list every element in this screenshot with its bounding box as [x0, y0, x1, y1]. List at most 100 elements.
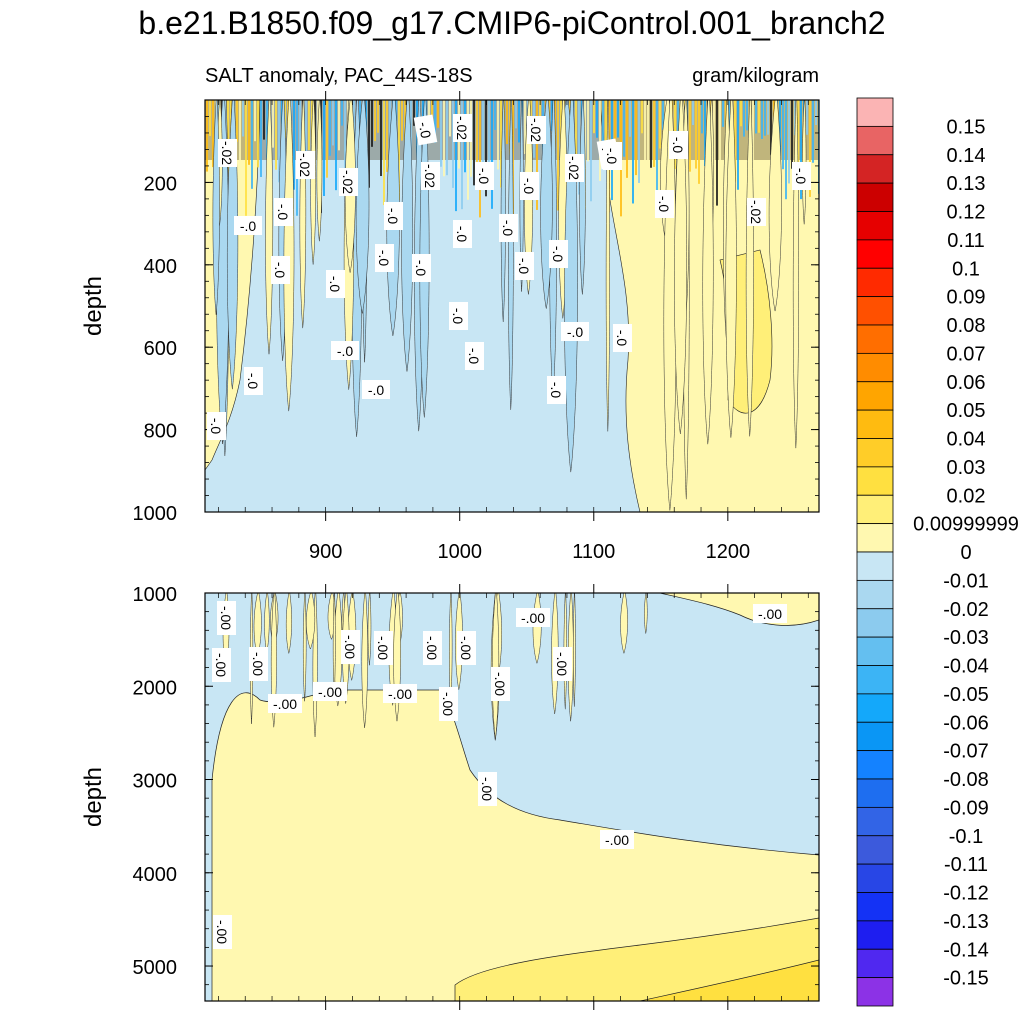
- contour-label: -.02: [453, 114, 472, 142]
- colorbar-box: [856, 296, 894, 326]
- upper-y-axis: 200 400 600 800 1000: [133, 99, 819, 525]
- svg-text:-.00: -.00: [213, 653, 229, 677]
- contour-plume: [265, 100, 274, 355]
- surface-streak: [605, 100, 607, 156]
- surface-streak: [482, 100, 484, 187]
- surface-streak: [278, 100, 280, 183]
- svg-text:-.00: -.00: [758, 606, 782, 622]
- svg-text:-.0: -.0: [476, 168, 492, 185]
- surface-streak: [746, 100, 748, 131]
- colorbar-label: 0.05: [947, 400, 986, 422]
- colorbar-box: [856, 892, 894, 922]
- svg-text:-.00: -.00: [273, 696, 297, 712]
- surface-streak: [806, 100, 808, 135]
- colorbar-label: -0.09: [943, 797, 989, 819]
- contour-label: -.02: [339, 168, 358, 196]
- colorbar-label: -0.14: [943, 939, 989, 961]
- contour-plume: [302, 593, 307, 702]
- surface-streak: [716, 100, 718, 206]
- colorbar-box: [856, 267, 894, 298]
- contour-plume: [500, 100, 506, 323]
- svg-text:-.0: -.0: [466, 348, 482, 365]
- svg-text:-.0: -.0: [376, 250, 392, 267]
- colorbar-box: [856, 239, 894, 269]
- surface-streak: [341, 100, 343, 126]
- colorbar: 0.15 0.14 0.13 0.12 0.11 0.1 0.09 0.08 0.07 0.06 0…: [856, 97, 1019, 1007]
- contour-label: -.0: [499, 214, 518, 242]
- surface-streak: [434, 100, 436, 143]
- svg-text:-.00: -.00: [605, 832, 629, 848]
- lower-contour-labels: -.00 -.00 -.00 -.00 -.00 -.00 -.00 -.00 -.00 -.00…: [212, 601, 787, 949]
- surface-streak: [275, 100, 277, 170]
- surface-streak: [440, 100, 442, 167]
- surface-streak: [656, 100, 658, 210]
- colorbar-box: [856, 863, 894, 893]
- contour-label: -.00: [213, 915, 232, 949]
- colorbar-box: [856, 579, 894, 610]
- upper-panel: 200 400 600 800 1000 depth -.02 -.02 -.02 -.02 -…: [80, 91, 820, 525]
- surface-streak: [272, 100, 274, 148]
- contour-label: -.02: [296, 151, 315, 179]
- colorbar-box: [856, 381, 894, 411]
- colorbar-box: [856, 948, 894, 979]
- svg-text:-.00: -.00: [554, 652, 570, 676]
- surface-streak: [437, 100, 439, 128]
- svg-text:-.00: -.00: [250, 652, 266, 676]
- svg-text:-.00: -.00: [492, 672, 508, 696]
- svg-text:-.00: -.00: [318, 684, 342, 700]
- surface-streak: [461, 100, 463, 210]
- svg-text:-.0: -.0: [567, 324, 584, 340]
- surface-streak: [467, 100, 469, 200]
- upper-y-tick-label: 800: [144, 421, 177, 443]
- surface-streak: [812, 100, 814, 163]
- surface-streak: [455, 100, 457, 212]
- contour-label: -.0: [465, 342, 484, 370]
- colorbar-box: [856, 182, 894, 212]
- svg-text:-.0: -.0: [548, 382, 564, 399]
- contour-plume: [283, 100, 295, 412]
- upper-y-tick-label: 600: [144, 338, 177, 360]
- colorbar-box: [856, 665, 894, 695]
- lower-y-tick-label: 3000: [133, 771, 178, 793]
- contour-label: -.02: [218, 139, 237, 167]
- x-tick-label: 1000: [437, 541, 482, 563]
- surface-streak: [791, 100, 793, 169]
- contour-label: -.00: [217, 601, 236, 635]
- contour-label: -.02: [747, 198, 766, 226]
- contour-label: -.02: [421, 162, 440, 190]
- surface-streak: [632, 100, 634, 204]
- contour-label: -.0: [375, 244, 394, 272]
- surface-streak: [578, 100, 580, 195]
- colorbar-label: 0.12: [947, 202, 986, 224]
- surface-streak: [248, 100, 250, 165]
- contour-label: -.0: [207, 412, 226, 440]
- surface-streak: [239, 100, 241, 215]
- surface-streak: [692, 100, 694, 126]
- contour-label: -.02: [565, 154, 584, 182]
- surface-streak: [797, 100, 799, 165]
- surface-streak: [491, 100, 493, 209]
- svg-text:-.00: -.00: [424, 636, 440, 660]
- svg-text:-.0: -.0: [368, 382, 385, 398]
- surface-streak: [515, 100, 517, 129]
- contour-label: -.0: [561, 322, 589, 341]
- surface-streak: [662, 100, 664, 130]
- contour-label: -.00: [600, 830, 634, 849]
- surface-streak: [737, 100, 739, 190]
- colorbar-box: [856, 125, 894, 156]
- colorbar-label: -0.13: [943, 911, 989, 933]
- surface-streak: [689, 100, 691, 172]
- contour-label: -.00: [249, 647, 268, 681]
- svg-text:-.0: -.0: [208, 418, 224, 435]
- surface-streak: [293, 100, 295, 190]
- surface-streak: [266, 100, 268, 159]
- surface-streak: [635, 100, 637, 176]
- colorbar-box: [856, 977, 894, 1007]
- colorbar-box: [856, 494, 894, 525]
- contour-label: -.0: [362, 380, 390, 399]
- surface-streak: [551, 100, 553, 131]
- colorbar-label: 0.11: [947, 230, 984, 252]
- colorbar-label: -0.12: [943, 883, 989, 905]
- surface-streak: [335, 100, 337, 191]
- contour-plume: [768, 100, 782, 312]
